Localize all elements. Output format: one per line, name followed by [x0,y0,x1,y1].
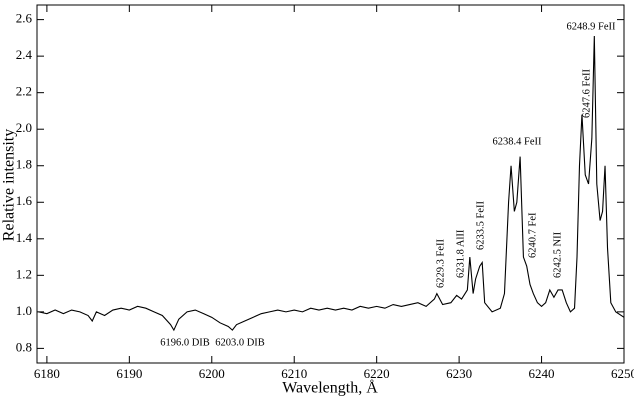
spectrum-line [38,36,625,332]
y-tick-label: 1.8 [16,157,32,172]
annotation: 6247.6 FeII [581,69,592,118]
y-tick-label: 2.0 [16,120,32,135]
annotation: 6242.5 NII [552,231,563,278]
x-tick-label: 6230 [446,366,472,381]
x-tick-label: 6250 [611,366,634,381]
annotation: 6203.0 DIB [215,337,265,348]
annotation: 6240.7 FeI [527,212,538,258]
y-tick-label: 2.4 [16,47,33,62]
y-tick-label: 1.2 [16,266,32,281]
x-tick-label: 6240 [529,366,555,381]
x-tick-label: 6210 [281,366,307,381]
y-tick-label: 2.6 [16,11,33,26]
annotation: 6248.9 FeII [567,21,616,32]
annotation: 6231.8 AlII [455,229,466,278]
x-tick-label: 6220 [364,366,390,381]
plot-frame [36,4,625,364]
y-axis-label: Relative intensity [1,129,18,241]
y-tick-label: 1.6 [16,193,33,208]
y-tick-label: 2.2 [16,84,32,99]
annotation: 6238.4 FeII [493,136,542,147]
annotation: 6196.0 DIB [160,337,210,348]
x-tick-label: 6180 [34,366,60,381]
x-tick-label: 6190 [116,366,142,381]
x-tick-label: 6200 [199,366,225,381]
annotation: 6229.3 FeII [435,239,446,288]
y-tick-label: 0.8 [16,339,32,354]
y-tick-label: 1.0 [16,303,32,318]
x-axis-label: Wavelength, Å [282,379,378,397]
y-tick-label: 1.4 [16,230,33,245]
annotation: 6233.5 FeII [475,201,486,250]
